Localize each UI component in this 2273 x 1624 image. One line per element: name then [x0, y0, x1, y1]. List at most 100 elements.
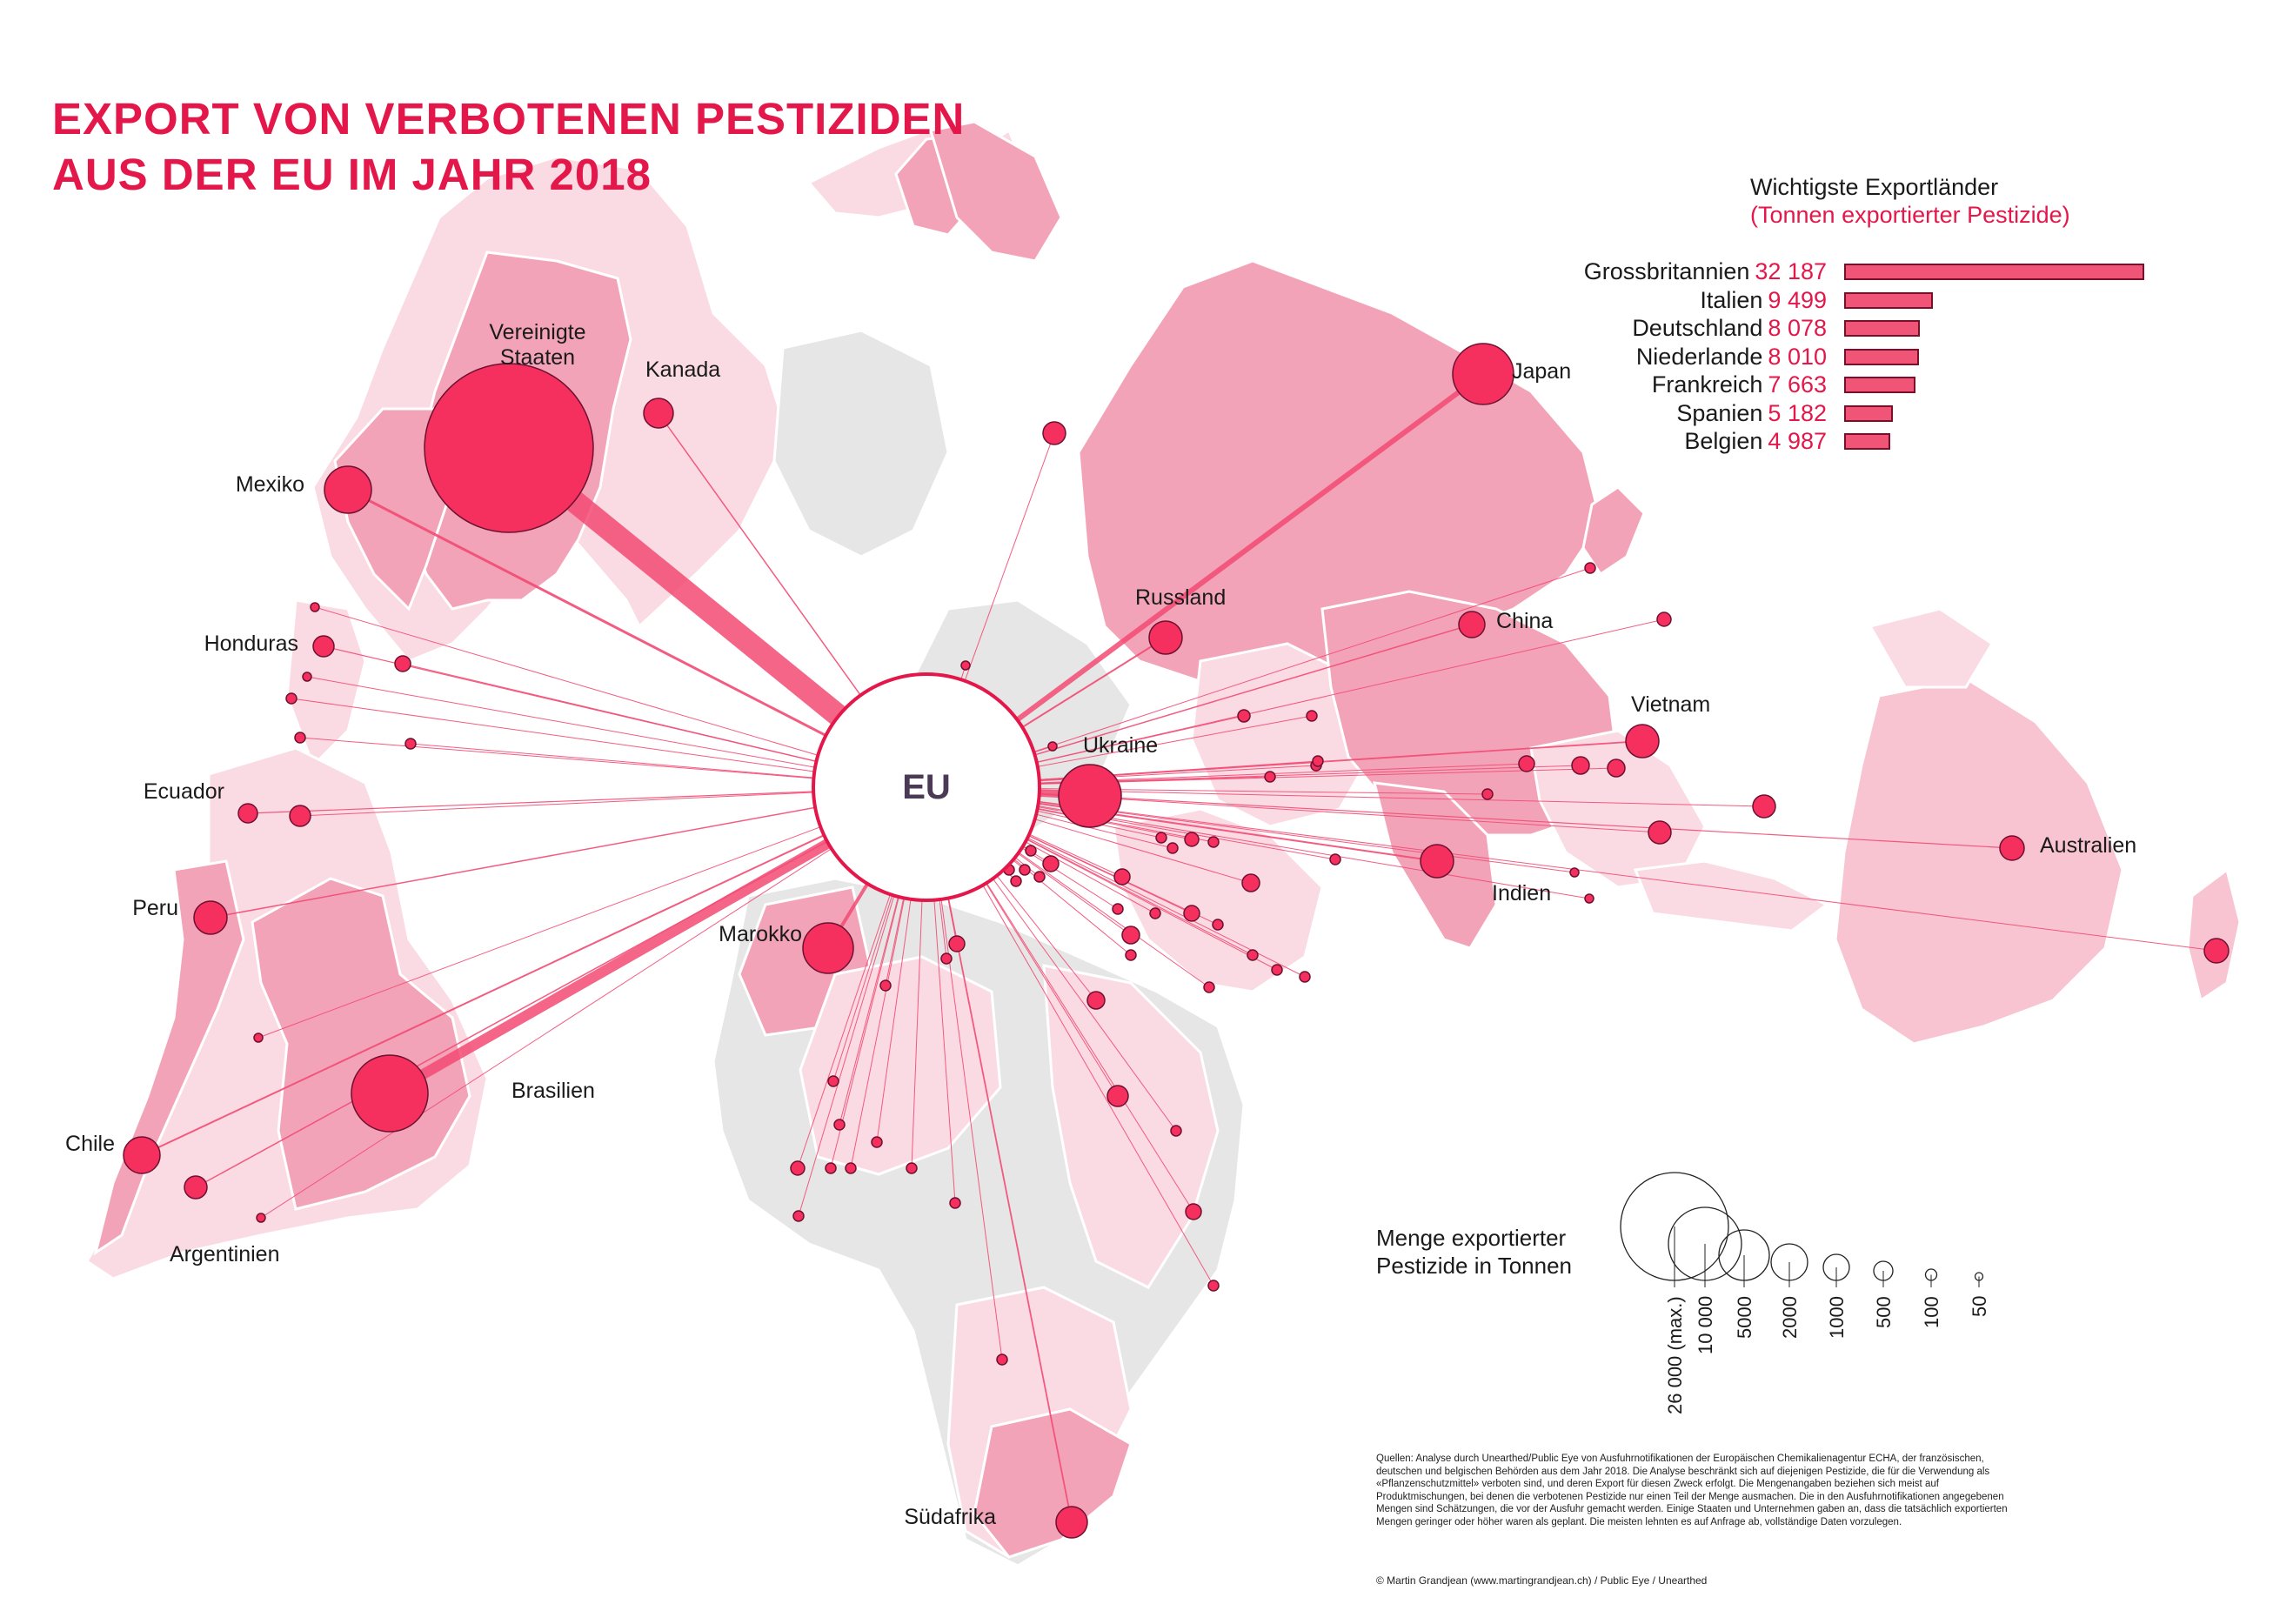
legend-circles: [1620, 1172, 1984, 1287]
export-marker-minor: [285, 692, 297, 705]
export-marker-minor: [394, 655, 411, 672]
ranking-label: Belgien 4 987: [1684, 427, 1827, 456]
ranking-label: Deutschland 8 078: [1632, 314, 1827, 343]
export-marker-country-5: [193, 900, 228, 935]
land-east-africa: [1042, 964, 1220, 1289]
export-marker-country-15: [1625, 724, 1660, 759]
export-marker-minor: [1569, 867, 1580, 878]
export-marker-minor: [1042, 855, 1060, 872]
ranking-row: Belgien 4 987: [1479, 427, 2262, 456]
export-marker-minor: [996, 1353, 1008, 1366]
export-marker-country-12: [1148, 620, 1183, 655]
land-japan: [1581, 485, 1646, 577]
land-australia: [1834, 677, 2124, 1046]
export-marker-minor: [1185, 1203, 1202, 1220]
export-marker-country-14: [1458, 611, 1486, 638]
ranking-country: Grossbritannien: [1583, 258, 1750, 284]
export-marker-minor: [940, 952, 953, 965]
page-title: EXPORT VON VERBOTENEN PESTIZIDEN AUS DER…: [52, 91, 965, 203]
eu-hub-circle: [812, 672, 1041, 902]
credit-text: © Martin Grandjean (www.martingrandjean.…: [1376, 1574, 1708, 1587]
export-marker-minor: [1033, 871, 1046, 883]
ranking-bar: [1844, 264, 2144, 280]
ranking-title: Wichtigste Exportländer: [1750, 174, 1999, 200]
export-marker-minor: [827, 1075, 839, 1087]
export-marker-minor: [294, 732, 306, 744]
export-marker-country-1: [643, 398, 674, 429]
eu-hub-label: EU: [902, 768, 951, 806]
export-marker-minor: [1584, 562, 1596, 574]
land-far-east-russia: [929, 120, 1063, 263]
export-marker-country-2: [324, 465, 372, 514]
export-marker-minor: [871, 1136, 883, 1148]
ranking-value: 4 987: [1768, 428, 1827, 454]
export-marker-minor: [1019, 864, 1031, 876]
land-greenland: [772, 329, 950, 558]
legend-title-line-1: Menge exportierter: [1376, 1225, 1567, 1251]
export-marker-minor: [1299, 971, 1311, 983]
export-marker-minor: [960, 660, 971, 671]
ranking-bar: [1844, 377, 1915, 393]
export-marker-minor: [1584, 893, 1594, 904]
ranking-bar: [1844, 404, 1893, 422]
export-marker-minor: [404, 738, 417, 750]
land-indonesia: [1633, 859, 1829, 932]
export-marker-country-11: [1058, 764, 1122, 828]
country-label-5: Peru: [132, 896, 178, 920]
ranking-bar: [1844, 320, 1920, 337]
export-link-minor: [260, 786, 927, 1219]
export-link-minor: [257, 786, 927, 1039]
export-marker-minor: [302, 672, 312, 682]
ranking-row: Niederlande 8 010: [1479, 343, 2262, 371]
export-link-country-8: [195, 786, 927, 1188]
export-marker-minor: [1312, 755, 1324, 767]
ranking-country: Spanien: [1676, 399, 1763, 426]
ranking-label: Spanien 5 182: [1676, 399, 1827, 428]
export-marker-minor: [256, 1213, 266, 1223]
country-label-16: Indien: [1492, 881, 1551, 906]
export-link-country-7: [141, 786, 927, 1156]
export-marker-country-0: [424, 363, 594, 533]
country-label-10: Südafrika: [904, 1505, 996, 1529]
legend-label: 10 000: [1695, 1295, 1716, 1354]
ranking-country: Frankreich: [1651, 371, 1763, 398]
export-marker-country-3: [312, 635, 335, 658]
export-marker-minor: [879, 979, 892, 992]
export-marker-minor: [1010, 875, 1022, 887]
export-marker-minor: [1237, 709, 1251, 723]
export-marker-minor: [1106, 1085, 1129, 1107]
title-line-1: EXPORT VON VERBOTENEN PESTIZIDEN: [52, 94, 966, 144]
export-marker-minor: [1149, 907, 1161, 919]
ranking-value: 8 010: [1768, 343, 1827, 370]
legend-label: 26 000 (max.): [1664, 1296, 1686, 1414]
export-nodes: [123, 343, 2230, 1539]
export-marker-minor: [1648, 820, 1672, 845]
export-marker-minor: [253, 1033, 264, 1043]
ranking-row: Spanien 5 182: [1479, 399, 2262, 428]
export-marker-country-6: [351, 1054, 429, 1133]
ranking-bar: [1844, 433, 1890, 450]
export-link-country-10: [926, 786, 1073, 1523]
export-marker-minor: [1121, 926, 1140, 945]
export-link-minor: [926, 567, 1591, 788]
ranking-label: Grossbritannien 32 187: [1584, 257, 1827, 286]
export-marker-minor: [1086, 991, 1106, 1010]
export-marker-minor: [1329, 853, 1341, 865]
legend-label: 1000: [1826, 1296, 1848, 1339]
ranking-row: Italien 9 499: [1479, 286, 2262, 315]
ranking-row: Frankreich 7 663: [1479, 371, 2262, 399]
export-marker-minor: [1112, 903, 1124, 915]
export-marker-minor: [1047, 741, 1058, 752]
ranking-country: Belgien: [1684, 428, 1763, 454]
land-new-zealand: [2186, 867, 2242, 1003]
export-marker-minor: [289, 805, 311, 827]
country-label-12: Russland: [1135, 585, 1226, 610]
export-marker-minor: [1571, 756, 1590, 775]
legend-label: 100: [1921, 1296, 1942, 1328]
export-marker-country-7: [123, 1136, 161, 1174]
ranking-country: Deutschland: [1632, 315, 1763, 341]
export-marker-minor: [1170, 1125, 1182, 1137]
export-marker-minor: [1752, 794, 1776, 819]
ranking-value: 7 663: [1768, 371, 1827, 398]
export-marker-minor: [1481, 788, 1494, 800]
